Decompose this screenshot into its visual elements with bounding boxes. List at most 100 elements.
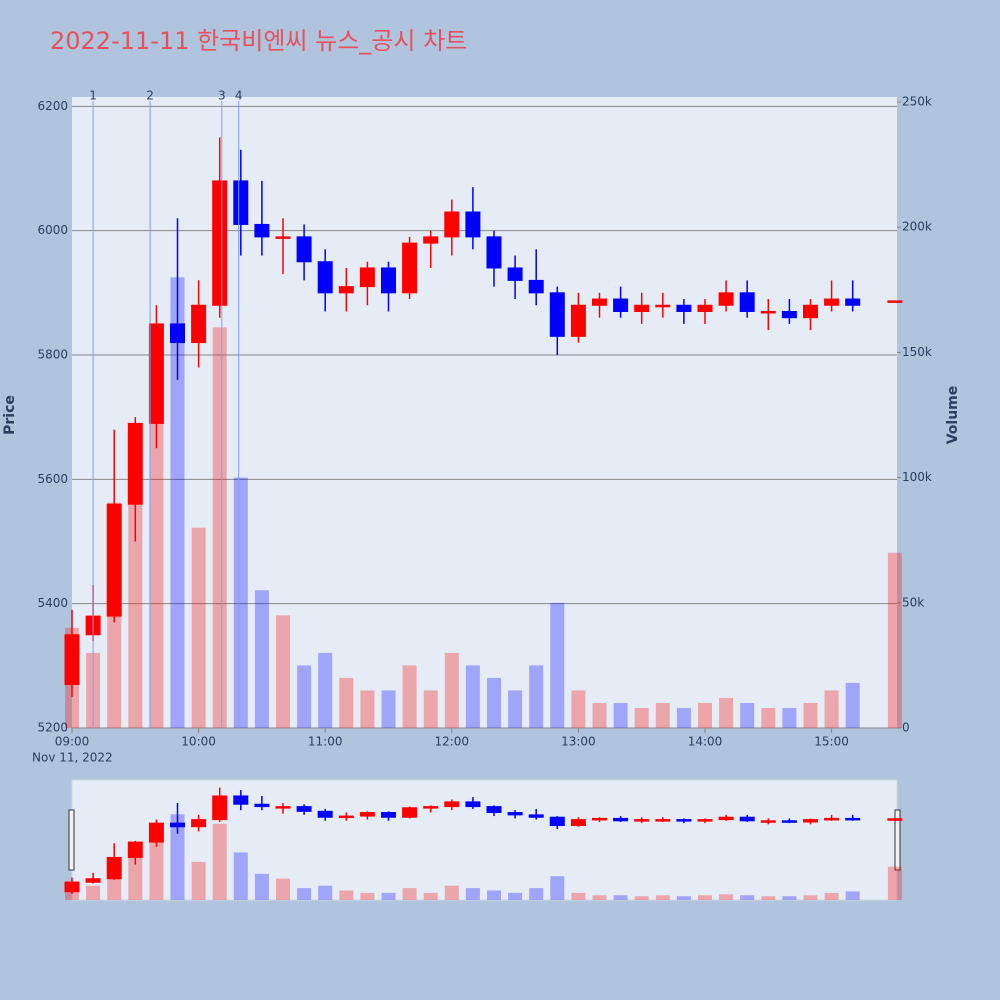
volume-bar [486,677,501,728]
y-tick-label: 5200 [37,721,68,735]
y2-tick-label: 50k [902,595,924,609]
candle-body [739,816,755,822]
volume-bar [508,892,523,900]
candle-body [359,267,375,288]
volume-bar [339,677,354,728]
y-axis-title: Price [2,395,18,435]
volume-bar [170,814,185,900]
candle-body [570,819,586,827]
volume-bar [634,707,649,728]
volume-bar [297,888,312,900]
volume-bar [697,702,712,728]
y2-axis-title: Volume [945,386,961,445]
volume-bar [550,876,565,900]
candle-body [613,298,629,312]
volume-bar [761,707,776,728]
volume-bar [676,896,691,900]
x-tick-label: 09:00 [55,735,90,749]
volume-bar [360,892,375,900]
volume-bar [191,527,206,728]
candle-body [254,803,270,808]
volume-bar [465,888,480,900]
candle-body [359,812,375,817]
volume-bar [613,895,628,900]
volume-bar [254,873,269,900]
volume-bar [339,890,354,900]
volume-bar [824,892,839,900]
volume-bar [613,702,628,728]
candle-body [697,304,713,312]
volume-bar [803,702,818,728]
candle-body [465,211,481,238]
candle-body [380,267,396,294]
volume-bar [233,852,248,900]
candle-body [591,817,607,821]
volume-bar [191,861,206,900]
volume-bar [845,682,860,728]
candle-body [233,795,249,805]
news-marker-label: 1 [89,89,97,103]
volume-bar [782,707,797,728]
volume-bar [212,327,227,728]
candle-body [423,236,439,244]
volume-bar [486,890,501,900]
candle-body [296,236,312,263]
candle-body [254,223,270,238]
volume-bar [571,690,586,728]
volume-bar [423,892,438,900]
volume-bar [845,891,860,900]
plot-area [72,97,897,728]
volume-bar [360,690,375,728]
volume-bar [423,690,438,728]
volume-bar [740,702,755,728]
x-tick-label: 11:00 [308,735,343,749]
candle-body [338,815,354,819]
candle-body [507,267,523,281]
volume-bar [529,665,544,728]
rangeslider [71,779,898,901]
volume-bar [740,895,755,900]
candle-body [127,422,143,505]
candle-body [802,304,818,319]
candle-body [275,806,291,809]
candle-body [781,820,797,823]
candle-body [676,304,692,312]
candle-body [739,292,755,312]
news-marker-label: 4 [235,89,243,103]
y-tick-label: 5800 [37,347,68,361]
candle-body [444,801,460,808]
candle-body [655,819,671,822]
candle-body [718,816,734,821]
volume-bar [529,888,544,900]
rangeslider-handle[interactable] [68,809,75,871]
candle-body [317,261,333,294]
candle-body [338,286,354,294]
news-marker-label: 2 [146,89,154,103]
candle-body [169,822,185,828]
chart-title: 2022-11-11 한국비엔씨 뉴스_공시 차트 [50,27,467,55]
candle-body [191,819,207,828]
candle-body [887,300,903,303]
candle-body [549,816,565,827]
candle-body [486,806,502,814]
candle-body [887,818,903,821]
candle-body [634,304,650,312]
candle-body [380,812,396,818]
candle-body [127,841,143,858]
candle-body [64,634,80,685]
volume-bar [550,602,565,728]
y2-tick-label: 200k [902,220,932,234]
volume-bar [381,690,396,728]
y2-tick-label: 150k [902,345,932,359]
candle-body [148,323,164,424]
y-tick-label: 5600 [37,472,68,486]
candle-body [591,298,607,306]
y-tick-label: 6200 [37,99,68,113]
volume-bar [86,885,101,900]
candle-body [613,817,629,822]
volume-bar [318,885,333,900]
rangeslider-handle[interactable] [894,809,901,871]
volume-bar [508,690,523,728]
